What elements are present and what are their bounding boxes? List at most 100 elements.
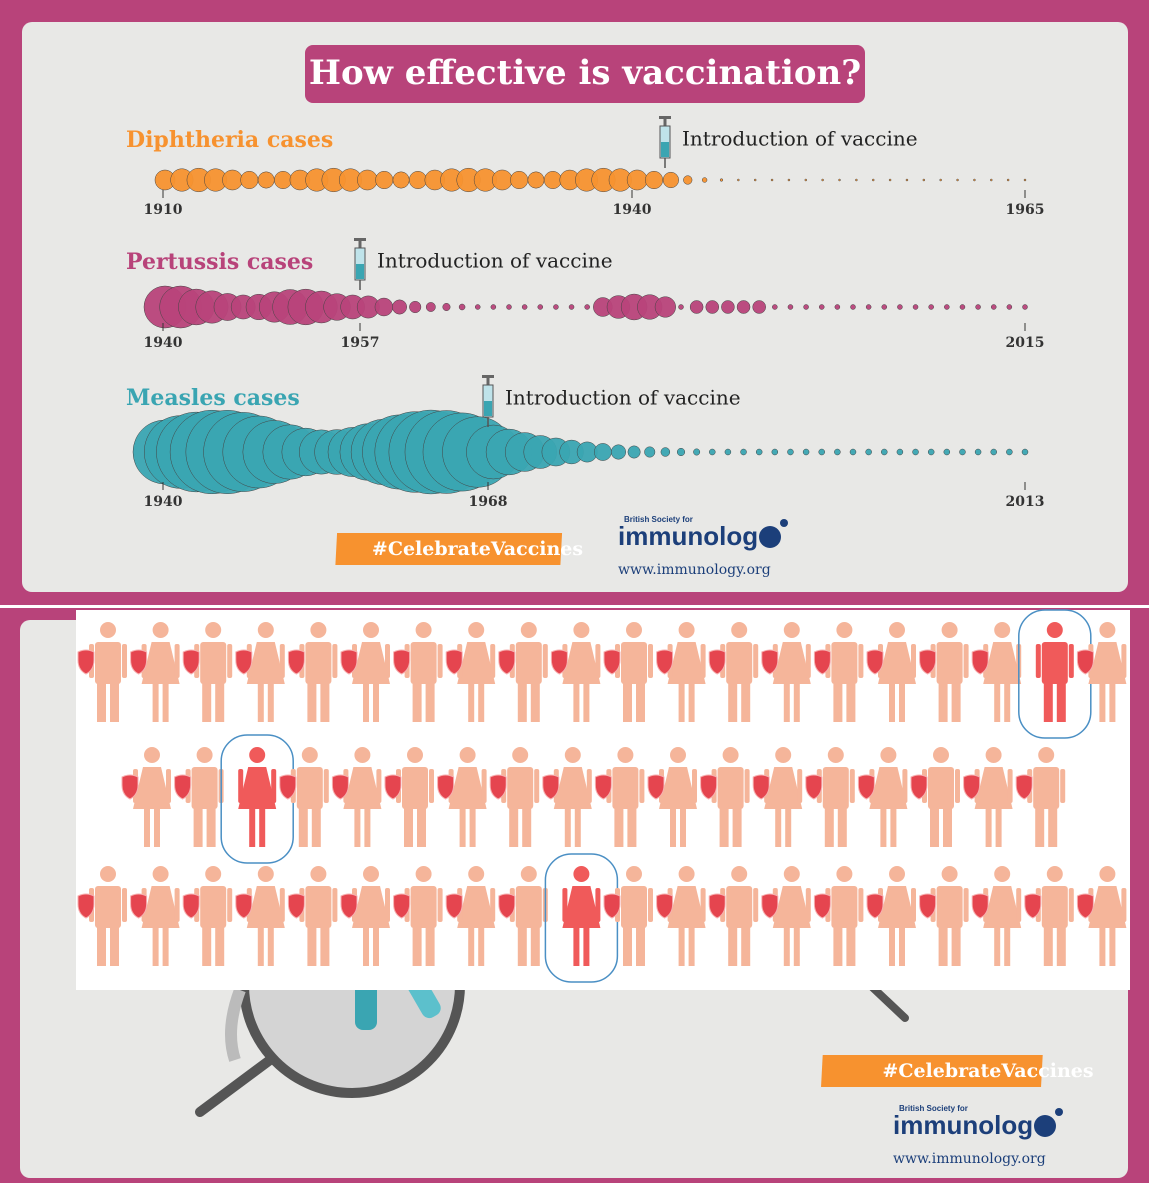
case-bubble (690, 301, 703, 314)
case-bubble (741, 449, 747, 455)
person-arm (753, 888, 758, 922)
case-bubble (475, 305, 480, 310)
syringe-rod (487, 377, 490, 385)
person-leg (720, 805, 729, 847)
case-bubble (753, 301, 766, 314)
person-head (679, 866, 695, 882)
person-body (612, 767, 638, 809)
case-bubble (1024, 179, 1026, 181)
person-leg (163, 682, 169, 722)
person-leg (307, 924, 316, 966)
case-bubble (661, 448, 670, 457)
case-bubble (375, 298, 393, 316)
person-body (831, 642, 857, 684)
person-leg (97, 680, 106, 722)
person-head (565, 747, 581, 763)
person-body (726, 642, 752, 684)
person-leg (583, 926, 589, 966)
person-leg (320, 680, 329, 722)
person-arm (385, 888, 390, 922)
case-bubble (693, 449, 699, 455)
person-leg (889, 682, 895, 722)
person-arm (701, 888, 706, 922)
person-arm (806, 888, 811, 922)
person-head (670, 747, 686, 763)
title: How effective is vaccination? (309, 53, 861, 93)
person-head (460, 747, 476, 763)
case-bubble (553, 305, 558, 310)
person-leg (207, 805, 216, 847)
person-arm (850, 769, 855, 803)
person-leg (627, 805, 636, 847)
syringe-liquid (661, 142, 669, 157)
person-body (621, 642, 647, 684)
person-head (258, 866, 274, 882)
person-head (679, 622, 695, 638)
person-arm (692, 769, 697, 803)
person-leg (268, 926, 274, 966)
person-body (1042, 886, 1068, 928)
person-arm (482, 769, 487, 803)
person-arm (175, 888, 180, 922)
person-leg (996, 807, 1002, 847)
person-arm (238, 769, 243, 803)
person-leg (986, 807, 992, 847)
case-bubble (725, 449, 731, 455)
logo-mark (759, 526, 781, 548)
case-bubble (944, 449, 950, 455)
person-leg (1099, 926, 1105, 966)
person-arm (964, 888, 969, 922)
person-head (836, 866, 852, 882)
case-bubble (976, 305, 981, 310)
person-leg (939, 924, 948, 966)
case-bubble (957, 179, 959, 181)
person-arm (324, 769, 329, 803)
case-bubble (787, 449, 793, 455)
person-head (731, 622, 747, 638)
person-head (468, 866, 484, 882)
person-leg (153, 682, 159, 722)
person-head (617, 747, 633, 763)
person-leg (1044, 924, 1053, 966)
case-bubble (241, 171, 258, 188)
person-leg (728, 924, 737, 966)
case-bubble (544, 171, 561, 188)
case-bubble (627, 170, 647, 190)
case-bubble (822, 179, 824, 181)
case-bubble (585, 305, 590, 310)
person-arm (911, 644, 916, 678)
case-bubble (644, 447, 655, 458)
case-bubble (392, 300, 406, 314)
person-leg (259, 807, 265, 847)
person-arm (648, 644, 653, 678)
person-arm (902, 769, 907, 803)
axis-label: 1940 (144, 335, 183, 351)
person-leg (509, 805, 518, 847)
person-leg (460, 807, 466, 847)
case-bubble (881, 449, 887, 455)
case-bubble (839, 179, 841, 181)
person-body (823, 767, 849, 809)
person-arm (639, 769, 644, 803)
person-head (258, 622, 274, 638)
person-arm (595, 644, 600, 678)
person-arm (964, 644, 969, 678)
syringe-liquid (484, 401, 492, 416)
axis-label: 1957 (341, 335, 380, 351)
page: How effective is vaccination? Diphtheria… (0, 0, 1149, 1183)
person-arm (166, 769, 171, 803)
person-body (95, 886, 121, 928)
person-leg (846, 924, 855, 966)
person-head (731, 866, 747, 882)
case-bubble (923, 179, 925, 181)
person-leg (775, 807, 781, 847)
person-leg (623, 924, 632, 966)
case-bubble (940, 179, 942, 181)
person-head (249, 747, 265, 763)
timeline-label: Diphtheria cases (126, 127, 333, 153)
person-body (411, 886, 437, 928)
person-arm (1036, 644, 1041, 678)
case-bubble (866, 305, 871, 310)
case-bubble (850, 449, 856, 455)
person-arm (280, 888, 285, 922)
